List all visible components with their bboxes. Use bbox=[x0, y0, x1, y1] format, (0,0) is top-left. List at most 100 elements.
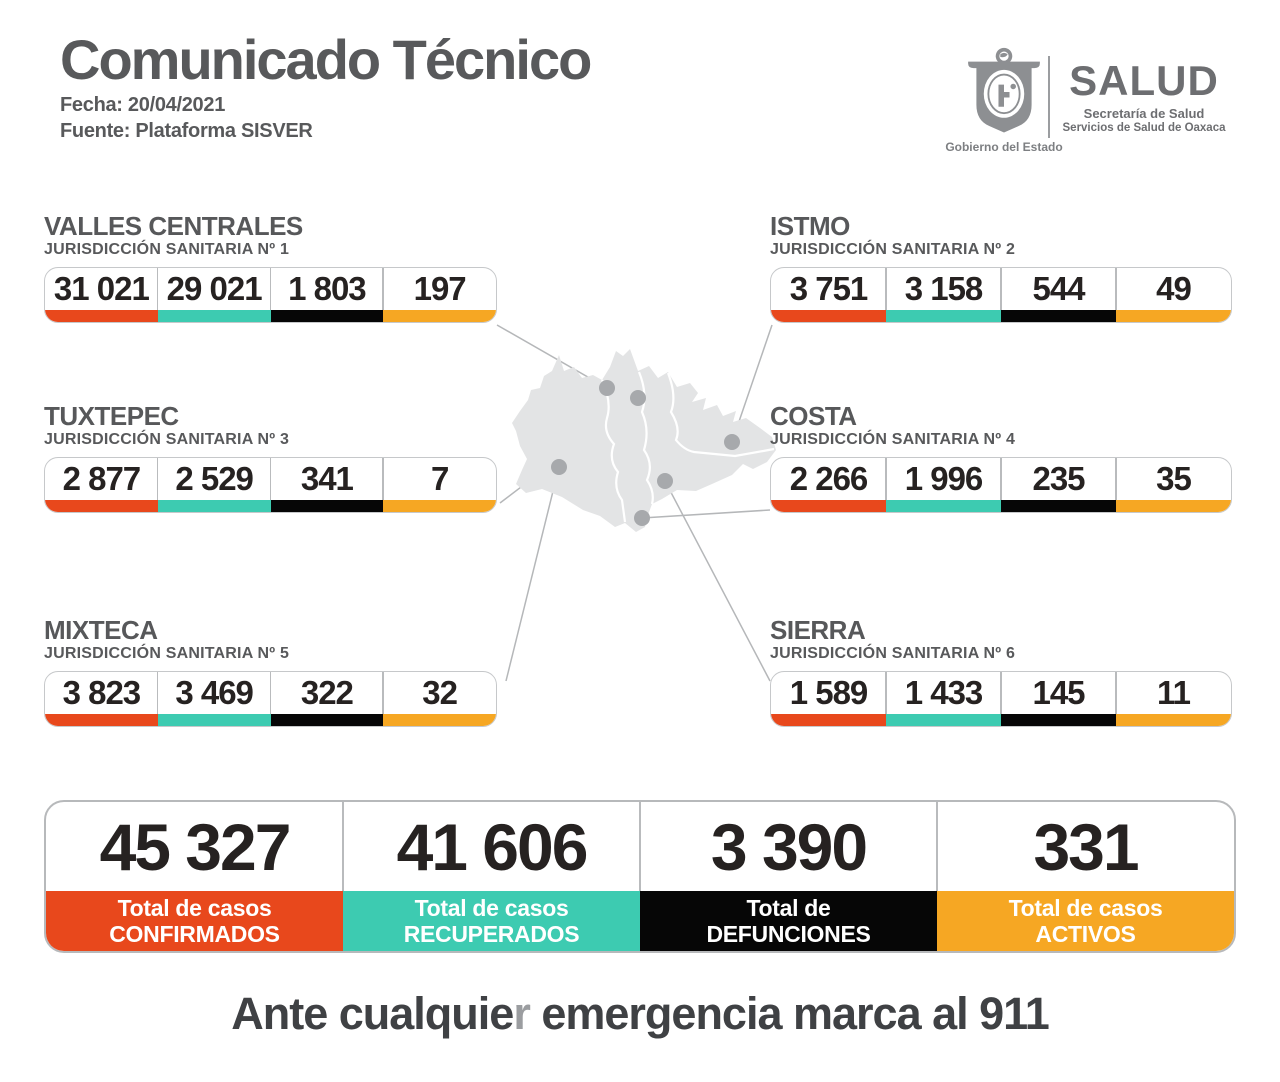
region-valles-centrales: VALLES CENTRALES JURISDICCIÓN SANITARIA … bbox=[44, 212, 497, 323]
emergency-message: Ante cualquier emergencia marca al 911 bbox=[231, 988, 1049, 1039]
recovered-cell: 29 021 bbox=[156, 268, 271, 322]
confirmed-color-bar bbox=[45, 310, 158, 322]
logo-agency-name: SALUD bbox=[1069, 57, 1219, 104]
confirmed-cell: 3 751 bbox=[771, 268, 886, 322]
region-stat-card: 2 266 1 996 235 35 bbox=[770, 457, 1232, 513]
deaths-color-bar bbox=[1001, 310, 1116, 322]
deaths-cell: 235 bbox=[1000, 458, 1116, 512]
recovered-color-bar bbox=[886, 500, 1001, 512]
coat-of-arms-icon bbox=[968, 47, 1040, 133]
deaths-cell: 544 bbox=[1000, 268, 1116, 322]
deaths-color-bar bbox=[270, 714, 384, 726]
confirmed-color-bar bbox=[45, 500, 158, 512]
deaths-color-bar bbox=[270, 310, 384, 322]
report-date: Fecha: 20/04/2021 bbox=[60, 94, 226, 116]
active-cell: 7 bbox=[382, 458, 496, 512]
total-confirmed: 45 327 Total de casos CONFIRMADOS bbox=[46, 802, 343, 951]
total-confirmed-label: Total de casos CONFIRMADOS bbox=[46, 891, 343, 951]
region-istmo: ISTMO JURISDICCIÓN SANITARIA Nº 2 3 751 … bbox=[770, 212, 1232, 323]
logo-servicios: Servicios de Salud de Oaxaca bbox=[1062, 122, 1226, 134]
confirmed-cell: 3 823 bbox=[45, 672, 158, 726]
total-recovered: 41 606 Total de casos RECUPERADOS bbox=[342, 802, 640, 951]
map-marker-mixteca bbox=[551, 459, 567, 475]
region-tuxtepec: TUXTEPEC JURISDICCIÓN SANITARIA Nº 3 2 8… bbox=[44, 402, 497, 513]
map-marker-costa bbox=[634, 510, 650, 526]
region-jurisdiction: JURISDICCIÓN SANITARIA Nº 5 bbox=[44, 645, 290, 662]
region-jurisdiction: JURISDICCIÓN SANITARIA Nº 2 bbox=[770, 241, 1016, 258]
region-name: VALLES CENTRALES bbox=[44, 211, 303, 241]
region-markers bbox=[551, 380, 740, 526]
active-cell: 35 bbox=[1115, 458, 1231, 512]
region-stat-card: 1 589 1 433 145 11 bbox=[770, 671, 1232, 727]
total-active-value: 331 bbox=[1033, 809, 1139, 884]
region-sierra: SIERRA JURISDICCIÓN SANITARIA Nº 6 1 589… bbox=[770, 616, 1232, 727]
deaths-color-bar bbox=[1001, 714, 1116, 726]
region-mixteca: MIXTECA JURISDICCIÓN SANITARIA Nº 5 3 82… bbox=[44, 616, 497, 727]
deaths-cell: 322 bbox=[269, 672, 384, 726]
region-stat-card: 2 877 2 529 341 7 bbox=[44, 457, 497, 513]
recovered-cell: 1 996 bbox=[885, 458, 1001, 512]
active-color-bar bbox=[1116, 714, 1231, 726]
totals-summary: 45 327 Total de casos CONFIRMADOS 41 606… bbox=[44, 800, 1236, 953]
region-name: TUXTEPEC bbox=[44, 401, 179, 431]
confirmed-color-bar bbox=[771, 500, 886, 512]
recovered-cell: 2 529 bbox=[156, 458, 271, 512]
deaths-cell: 341 bbox=[269, 458, 384, 512]
active-cell: 197 bbox=[382, 268, 496, 322]
total-deaths-value: 3 390 bbox=[710, 809, 868, 884]
map-marker-sierra bbox=[657, 473, 673, 489]
recovered-cell: 1 433 bbox=[885, 672, 1001, 726]
deaths-color-bar bbox=[270, 500, 384, 512]
salud-logo: Gobierno del Estado SALUD Secretaría de … bbox=[940, 44, 1250, 160]
confirmed-color-bar bbox=[45, 714, 158, 726]
recovered-color-bar bbox=[157, 714, 271, 726]
active-cell: 11 bbox=[1115, 672, 1231, 726]
active-color-bar bbox=[1116, 310, 1231, 322]
active-color-bar bbox=[383, 714, 496, 726]
map-marker-tuxtepec bbox=[630, 390, 646, 406]
confirmed-color-bar bbox=[771, 714, 886, 726]
region-costa: COSTA JURISDICCIÓN SANITARIA Nº 4 2 266 … bbox=[770, 402, 1232, 513]
page-title: Comunicado Técnico bbox=[60, 28, 592, 91]
recovered-color-bar bbox=[157, 500, 271, 512]
region-jurisdiction: JURISDICCIÓN SANITARIA Nº 3 bbox=[44, 431, 290, 448]
total-recovered-label: Total de casos RECUPERADOS bbox=[343, 891, 640, 951]
region-stat-card: 31 021 29 021 1 803 197 bbox=[44, 267, 497, 323]
total-recovered-value: 41 606 bbox=[396, 809, 589, 884]
deaths-cell: 145 bbox=[1000, 672, 1116, 726]
confirmed-cell: 1 589 bbox=[771, 672, 886, 726]
region-name: ISTMO bbox=[770, 211, 850, 241]
total-deaths: 3 390 Total de DEFUNCIONES bbox=[639, 802, 937, 951]
active-color-bar bbox=[383, 310, 496, 322]
active-color-bar bbox=[383, 500, 496, 512]
report-source: Fuente: Plataforma SISVER bbox=[60, 120, 313, 142]
government-label: Gobierno del Estado bbox=[945, 140, 1063, 154]
total-deaths-label: Total de DEFUNCIONES bbox=[640, 891, 937, 951]
total-confirmed-value: 45 327 bbox=[99, 809, 292, 884]
active-cell: 49 bbox=[1115, 268, 1231, 322]
confirmed-cell: 2 266 bbox=[771, 458, 886, 512]
region-jurisdiction: JURISDICCIÓN SANITARIA Nº 4 bbox=[770, 431, 1016, 448]
active-cell: 32 bbox=[382, 672, 496, 726]
region-stat-card: 3 751 3 158 544 49 bbox=[770, 267, 1232, 323]
logo-secretaria: Secretaría de Salud bbox=[1083, 106, 1205, 121]
recovered-color-bar bbox=[886, 310, 1001, 322]
total-active: 331 Total de casos ACTIVOS bbox=[936, 802, 1234, 951]
deaths-cell: 1 803 bbox=[269, 268, 384, 322]
header: Comunicado Técnico Fecha: 20/04/2021 Fue… bbox=[60, 28, 592, 144]
region-jurisdiction: JURISDICCIÓN SANITARIA Nº 1 bbox=[44, 241, 290, 258]
recovered-cell: 3 158 bbox=[885, 268, 1001, 322]
confirmed-cell: 31 021 bbox=[45, 268, 158, 322]
oaxaca-state-shape bbox=[512, 349, 776, 532]
active-color-bar bbox=[1116, 500, 1231, 512]
total-active-label: Total de casos ACTIVOS bbox=[937, 891, 1234, 951]
recovered-cell: 3 469 bbox=[156, 672, 271, 726]
logo-divider bbox=[1048, 56, 1050, 138]
region-name: MIXTECA bbox=[44, 615, 158, 645]
deaths-color-bar bbox=[1001, 500, 1116, 512]
map-marker-istmo bbox=[724, 434, 740, 450]
region-stat-card: 3 823 3 469 322 32 bbox=[44, 671, 497, 727]
region-name: COSTA bbox=[770, 401, 857, 431]
